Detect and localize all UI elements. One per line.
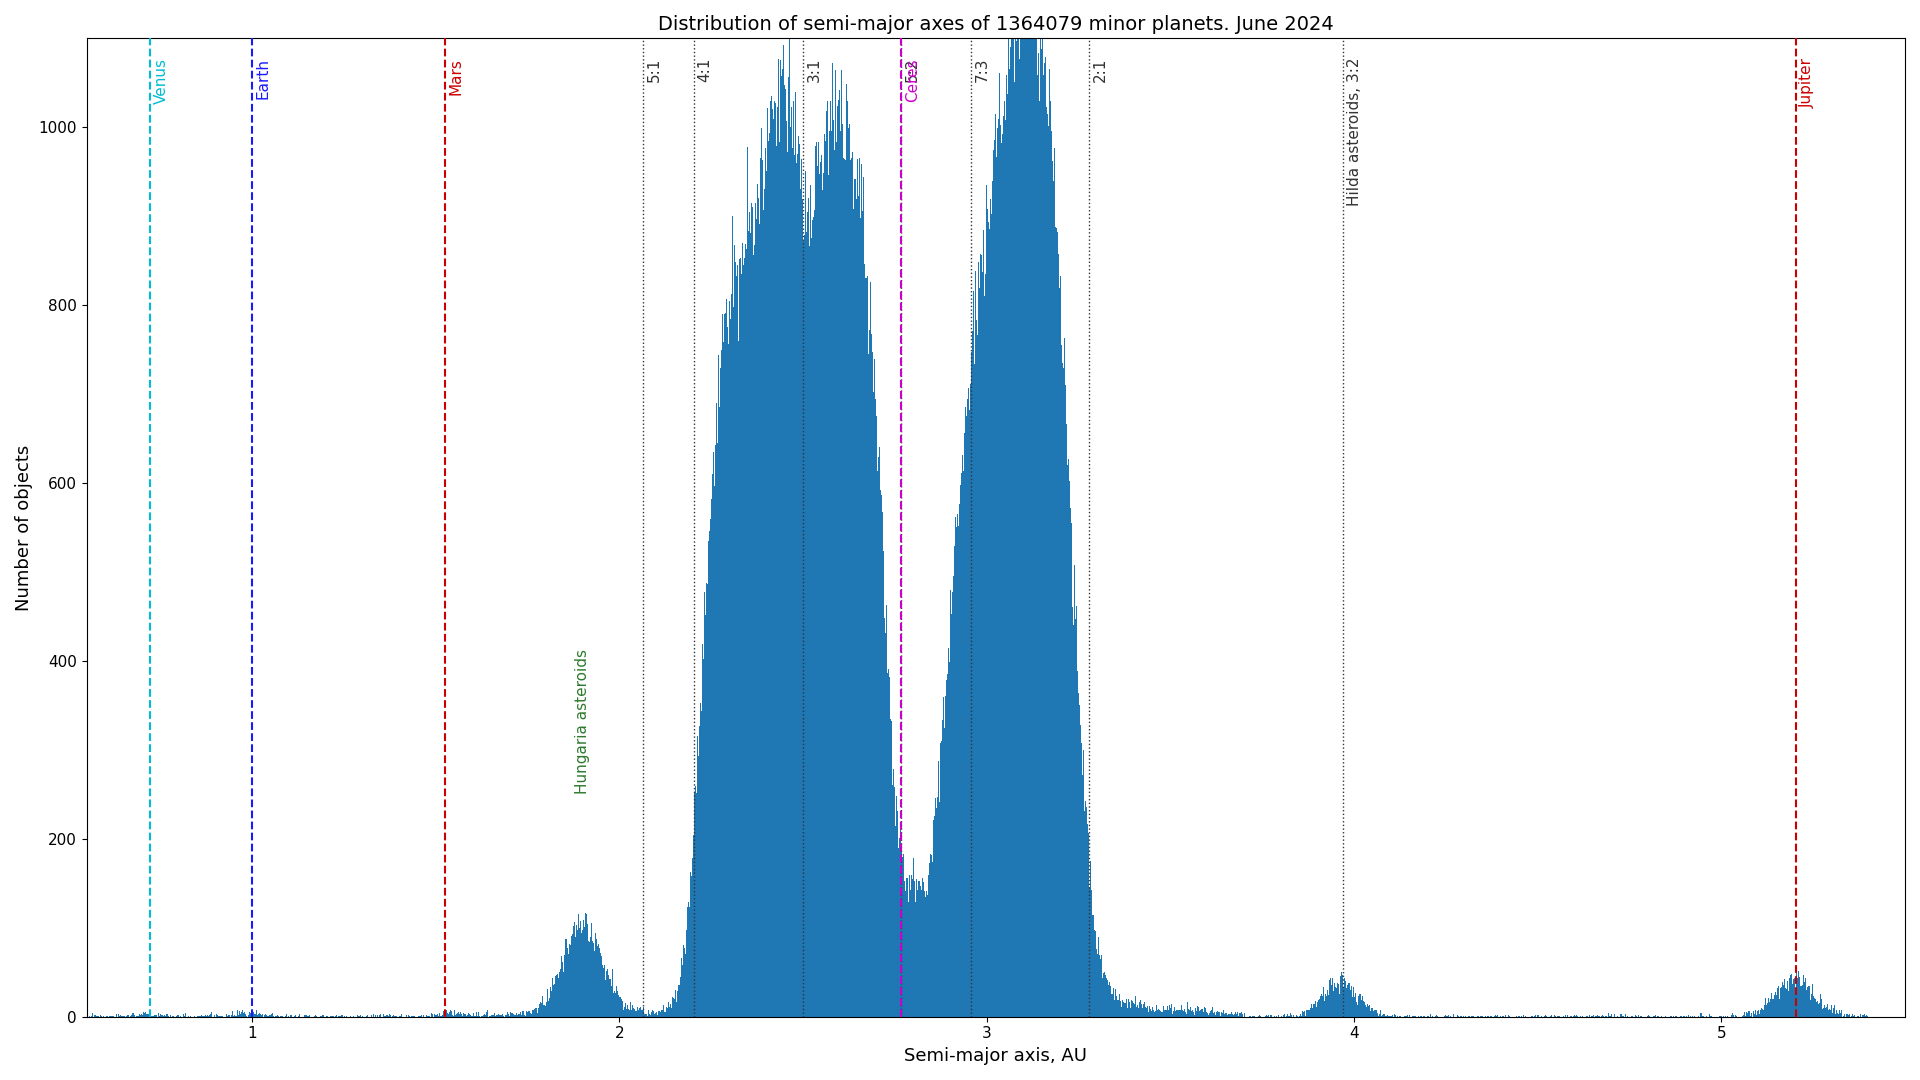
Text: 5:2: 5:2 (904, 58, 920, 82)
Text: Hilda asteroids, 3:2: Hilda asteroids, 3:2 (1346, 58, 1361, 206)
Text: 2:1: 2:1 (1092, 58, 1108, 82)
Text: Ceres: Ceres (904, 58, 920, 102)
Text: 3:1: 3:1 (806, 58, 822, 82)
Text: Jupiter: Jupiter (1799, 58, 1814, 108)
Text: Venus: Venus (154, 58, 169, 104)
Text: 5:1: 5:1 (647, 58, 662, 82)
Title: Distribution of semi-major axes of 1364079 minor planets. June 2024: Distribution of semi-major axes of 13640… (659, 15, 1334, 33)
Text: 4:1: 4:1 (697, 58, 712, 82)
Y-axis label: Number of objects: Number of objects (15, 444, 33, 610)
X-axis label: Semi-major axis, AU: Semi-major axis, AU (904, 1047, 1087, 1065)
Text: Earth: Earth (255, 58, 271, 99)
Text: Hungaria asteroids: Hungaria asteroids (576, 649, 589, 795)
Text: Mars: Mars (447, 58, 463, 95)
Text: 7:3: 7:3 (975, 58, 991, 82)
